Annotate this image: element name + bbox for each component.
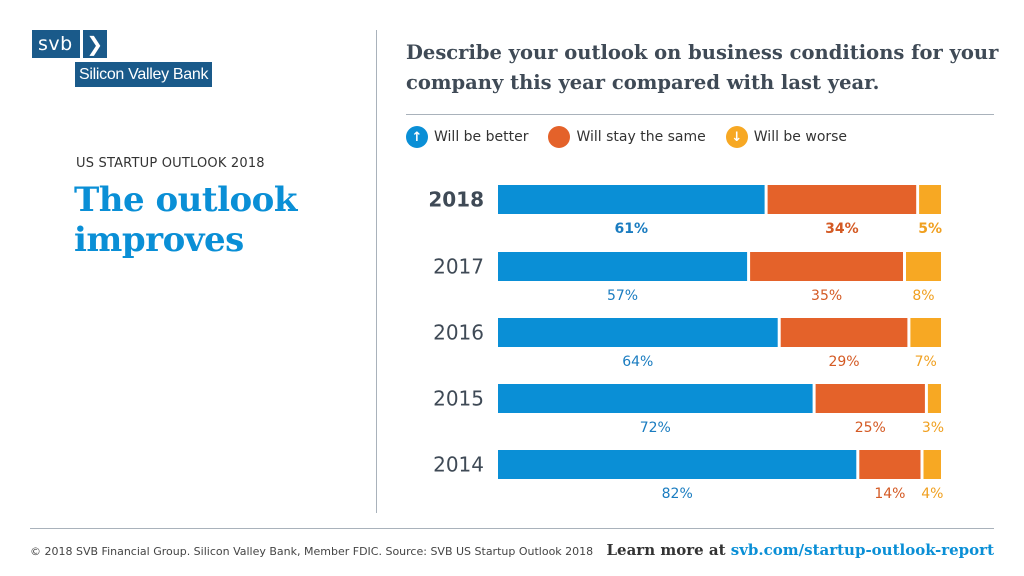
bar-better-2016 <box>498 318 778 347</box>
page-title: The outlook improves <box>74 180 297 260</box>
bar-better-2015 <box>498 384 813 413</box>
logo-svb-text: svb <box>32 30 80 58</box>
vertical-divider <box>376 30 377 513</box>
footer-copyright: © 2018 SVB Financial Group. Silicon Vall… <box>30 545 594 558</box>
year-label-2017: 2017 <box>433 255 484 279</box>
chart-legend: ↑ Will be better Will stay the same ↓ Wi… <box>406 125 867 149</box>
year-label-2014: 2014 <box>433 453 484 477</box>
bar-same-2017 <box>750 252 903 281</box>
arrow-up-icon: ↑ <box>406 126 428 148</box>
data-label-same-2018: 34% <box>825 221 859 237</box>
legend-label-same: Will stay the same <box>576 129 706 145</box>
legend-item-worse: ↓ Will be worse <box>725 126 848 148</box>
bar-same-2014 <box>859 450 921 479</box>
data-label-same-2016: 29% <box>828 354 859 370</box>
report-link[interactable]: svb.com/startup-outlook-report <box>730 541 994 559</box>
footer-cta: Learn more at svb.com/startup-outlook-re… <box>607 541 995 559</box>
data-label-same-2015: 25% <box>855 420 886 436</box>
bar-worse-2015 <box>927 384 941 413</box>
bar-better-2014 <box>498 450 857 479</box>
data-label-worse-2015: 3% <box>922 420 944 436</box>
bar-better-2018 <box>498 185 765 214</box>
data-label-worse-2014: 4% <box>921 486 943 502</box>
chevron-right-icon: ❯ <box>82 30 107 58</box>
data-label-same-2017: 35% <box>811 288 842 304</box>
bar-worse-2018 <box>919 185 941 214</box>
data-label-worse-2016: 7% <box>915 354 937 370</box>
data-label-worse-2018: 5% <box>918 221 942 237</box>
bar-worse-2016 <box>910 318 941 347</box>
data-label-better-2015: 72% <box>640 420 671 436</box>
report-kicker: US STARTUP OUTLOOK 2018 <box>76 156 265 171</box>
svb-logo[interactable]: svb ❯ Silicon Valley Bank <box>32 30 213 87</box>
bar-same-2015 <box>815 384 925 413</box>
bar-same-2018 <box>767 185 917 214</box>
bar-worse-2017 <box>906 252 941 281</box>
arrow-down-icon: ↓ <box>725 126 748 148</box>
data-label-same-2014: 14% <box>874 486 905 502</box>
bottom-divider <box>30 528 994 529</box>
footer-cta-text: Learn more at <box>606 541 731 559</box>
top-divider <box>406 114 994 115</box>
legend-item-same: Will stay the same <box>548 126 706 148</box>
data-label-better-2018: 61% <box>615 221 649 237</box>
legend-item-better: ↑ Will be better <box>406 126 528 148</box>
legend-label-better: Will be better <box>434 129 529 145</box>
year-label-2015: 2015 <box>433 387 484 411</box>
bar-same-2016 <box>780 318 908 347</box>
data-label-better-2016: 64% <box>622 354 653 370</box>
data-label-better-2017: 57% <box>607 288 638 304</box>
chart-question: Describe your outlook on business condit… <box>406 41 999 94</box>
circle-icon <box>548 126 571 148</box>
year-label-2018: 2018 <box>428 188 484 212</box>
bar-better-2017 <box>498 252 748 281</box>
year-label-2016: 2016 <box>433 321 484 345</box>
data-label-better-2014: 82% <box>662 486 693 502</box>
legend-label-worse: Will be worse <box>753 129 848 145</box>
logo-bank-name: Silicon Valley Bank <box>75 62 213 87</box>
bar-worse-2014 <box>923 450 941 479</box>
data-label-worse-2017: 8% <box>912 288 934 304</box>
